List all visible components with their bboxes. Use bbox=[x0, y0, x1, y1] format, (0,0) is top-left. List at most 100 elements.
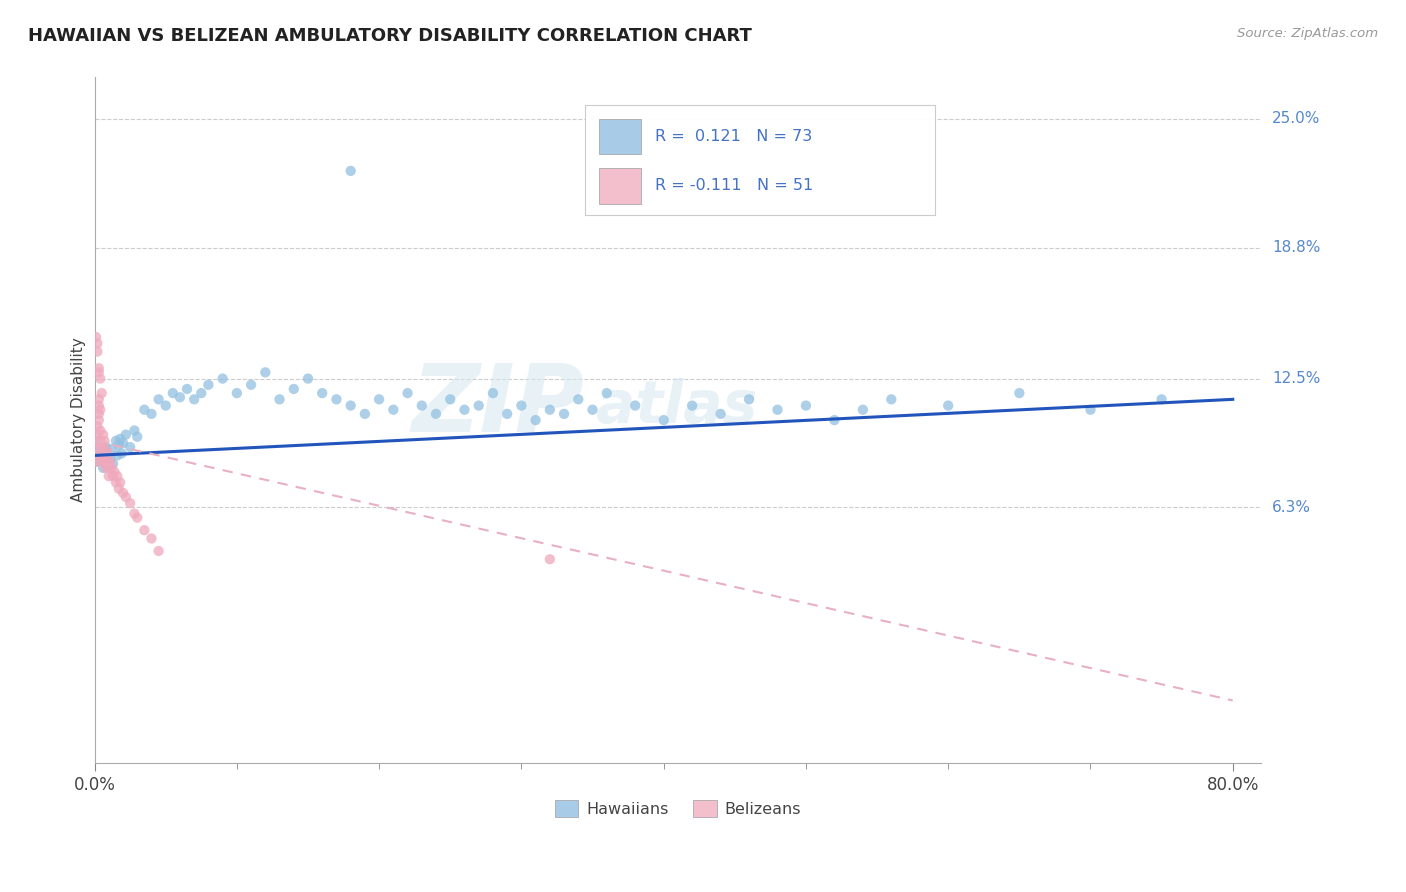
Point bbox=[93, 455, 115, 469]
Point bbox=[86, 455, 108, 469]
Point bbox=[97, 458, 120, 473]
Point bbox=[97, 461, 120, 475]
Point bbox=[89, 402, 111, 417]
Point bbox=[176, 382, 198, 396]
Point bbox=[382, 402, 405, 417]
Point bbox=[510, 399, 533, 413]
Point bbox=[411, 399, 433, 413]
Text: ZIP: ZIP bbox=[412, 360, 585, 452]
Point bbox=[124, 424, 146, 438]
Point bbox=[110, 446, 132, 460]
Point bbox=[87, 413, 110, 427]
Point bbox=[148, 392, 170, 407]
Point bbox=[354, 407, 377, 421]
Point bbox=[98, 450, 121, 465]
Point bbox=[124, 507, 146, 521]
Point bbox=[115, 427, 138, 442]
Point bbox=[596, 386, 619, 401]
Point bbox=[120, 440, 142, 454]
Text: Source: ZipAtlas.com: Source: ZipAtlas.com bbox=[1237, 27, 1378, 40]
Point bbox=[880, 392, 903, 407]
Point bbox=[96, 455, 118, 469]
Y-axis label: Ambulatory Disability: Ambulatory Disability bbox=[72, 338, 86, 502]
Point bbox=[86, 419, 108, 434]
Point bbox=[127, 510, 149, 524]
Point bbox=[89, 424, 111, 438]
Point bbox=[766, 402, 789, 417]
Point bbox=[87, 407, 110, 421]
Point bbox=[93, 434, 115, 448]
Point bbox=[108, 475, 131, 490]
Point bbox=[86, 336, 108, 351]
Point bbox=[1150, 392, 1173, 407]
Point bbox=[325, 392, 347, 407]
Point bbox=[100, 461, 122, 475]
Point bbox=[104, 475, 127, 490]
Point bbox=[524, 413, 547, 427]
Point bbox=[794, 399, 817, 413]
Point bbox=[183, 392, 205, 407]
Point bbox=[197, 377, 219, 392]
Text: 6.3%: 6.3% bbox=[1272, 500, 1312, 515]
Point bbox=[112, 485, 135, 500]
Text: atlas: atlas bbox=[596, 378, 758, 435]
Point bbox=[91, 449, 114, 463]
Point bbox=[105, 469, 128, 483]
Point bbox=[101, 457, 124, 471]
Point bbox=[141, 532, 163, 546]
Point bbox=[87, 361, 110, 376]
Point bbox=[89, 434, 111, 448]
Point bbox=[936, 399, 959, 413]
Point bbox=[108, 432, 131, 446]
Legend: Hawaiians, Belizeans: Hawaiians, Belizeans bbox=[548, 794, 807, 823]
Point bbox=[96, 452, 118, 467]
Point bbox=[190, 386, 212, 401]
Point bbox=[225, 386, 247, 401]
Point bbox=[87, 365, 110, 379]
Point bbox=[101, 469, 124, 483]
Point bbox=[91, 440, 114, 454]
Point bbox=[84, 455, 107, 469]
Point bbox=[90, 449, 112, 463]
Text: 25.0%: 25.0% bbox=[1272, 112, 1320, 127]
Point bbox=[107, 482, 129, 496]
Text: 18.8%: 18.8% bbox=[1272, 240, 1320, 255]
Point bbox=[240, 377, 263, 392]
Point bbox=[453, 402, 475, 417]
Point bbox=[84, 434, 107, 448]
Point bbox=[624, 399, 647, 413]
Point bbox=[297, 371, 319, 385]
Point bbox=[339, 399, 361, 413]
Point bbox=[396, 386, 419, 401]
Point bbox=[87, 444, 110, 458]
Point bbox=[87, 392, 110, 407]
Point bbox=[681, 399, 703, 413]
Point bbox=[104, 434, 127, 448]
Point bbox=[91, 427, 114, 442]
Point bbox=[94, 449, 117, 463]
Point bbox=[482, 386, 505, 401]
Point bbox=[90, 440, 112, 454]
Point bbox=[425, 407, 447, 421]
Point bbox=[538, 402, 561, 417]
Point bbox=[652, 413, 675, 427]
Point bbox=[89, 371, 111, 385]
Point bbox=[538, 552, 561, 566]
Point bbox=[84, 449, 107, 463]
Point bbox=[98, 455, 121, 469]
Text: HAWAIIAN VS BELIZEAN AMBULATORY DISABILITY CORRELATION CHART: HAWAIIAN VS BELIZEAN AMBULATORY DISABILI… bbox=[28, 27, 752, 45]
Point bbox=[581, 402, 603, 417]
Point bbox=[134, 402, 156, 417]
Point bbox=[94, 440, 117, 454]
Point bbox=[1080, 402, 1102, 417]
Point bbox=[100, 442, 122, 457]
Point bbox=[90, 455, 112, 469]
Point bbox=[169, 390, 191, 404]
Point bbox=[738, 392, 761, 407]
Point bbox=[439, 392, 461, 407]
Point bbox=[97, 469, 120, 483]
Point bbox=[90, 449, 112, 463]
Point bbox=[823, 413, 845, 427]
Point bbox=[148, 544, 170, 558]
Point bbox=[84, 330, 107, 344]
